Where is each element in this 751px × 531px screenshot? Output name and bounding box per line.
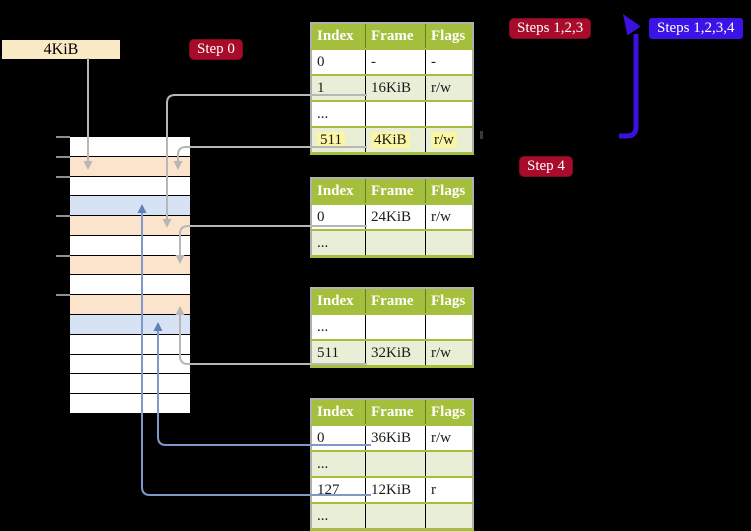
- table-cell: ...: [311, 450, 366, 477]
- steps-123-badge: Steps 1,2,3: [509, 18, 592, 39]
- memory-frame-row-10-white: [70, 334, 190, 355]
- memory-frame-row-12-white: [70, 374, 190, 395]
- table-cell: r/w: [425, 126, 473, 155]
- memory-frame-row-8-peach: [70, 295, 190, 316]
- table-cell: 127: [311, 476, 366, 503]
- table-cell: [425, 229, 473, 258]
- column-header-index: Index: [311, 178, 366, 204]
- page-table-3: Index Frame Flags... 511 32KiB r/w: [310, 287, 474, 368]
- memory-frame-row-3-blue: [70, 196, 190, 217]
- table-cell: 24KiB: [365, 203, 426, 230]
- frame-size-label: 4KiB: [2, 40, 120, 59]
- table-cell: [365, 100, 426, 127]
- page-table-4-row-2: 127 12KiB r: [311, 476, 473, 503]
- table-cell: ...: [311, 100, 366, 127]
- page-table-2-row-1: ...: [311, 229, 473, 258]
- memory-tick: [56, 176, 70, 178]
- memory-frame-row-6-peach: [70, 255, 190, 276]
- column-header-index: Index: [311, 23, 366, 49]
- memory-frame-row-1-peach: [70, 156, 190, 177]
- step-0-badge: Step 0: [189, 39, 243, 60]
- memory-tick: [56, 215, 70, 217]
- memory-frame-row-9-blue: [70, 315, 190, 335]
- table-cell: [365, 313, 426, 340]
- column-header-frame: Frame: [365, 399, 426, 425]
- table-cell: r/w: [425, 74, 473, 101]
- step-4-badge: Step 4: [519, 156, 573, 177]
- column-header-flags: Flags: [425, 23, 473, 49]
- highlighted-value: 511: [317, 132, 345, 148]
- page-table-1-row-2: ...: [311, 100, 473, 127]
- table-cell: 32KiB: [365, 339, 426, 368]
- page-table-4: Index Frame Flags 0 36KiB r/w... 127 12KiB r...: [310, 398, 474, 531]
- memory-frame-row-11-white: [70, 354, 190, 375]
- page-table-4-row-1: ...: [311, 450, 473, 477]
- table-cell: r: [425, 476, 473, 503]
- table-cell: 1: [311, 74, 366, 101]
- page-table-1-row-1: 1 16KiB r/w: [311, 74, 473, 101]
- dash-at-pt1-row511: [480, 131, 483, 139]
- page-table-1: Index Frame Flags 0- -1 16KiB r/w... 511 4KiB r/w: [310, 22, 474, 155]
- page-table-1-row-3: 511 4KiB r/w: [311, 126, 473, 155]
- table-cell: -: [365, 48, 426, 75]
- memory-tick: [56, 136, 70, 138]
- table-cell: [365, 229, 426, 258]
- table-cell: -: [425, 48, 473, 75]
- table-cell: 16KiB: [365, 74, 426, 101]
- column-header-index: Index: [311, 399, 366, 425]
- page-table-3-row-1: 511 32KiB r/w: [311, 339, 473, 368]
- page-table-2-row-0: 0 24KiB r/w: [311, 203, 473, 230]
- column-header-flags: Flags: [425, 399, 473, 425]
- column-header-frame: Frame: [365, 23, 426, 49]
- table-cell: [425, 502, 473, 531]
- table-cell: [425, 313, 473, 340]
- memory-strip: [70, 137, 190, 414]
- table-cell: ...: [311, 502, 366, 531]
- memory-tick: [56, 156, 70, 158]
- table-cell: 511: [311, 126, 366, 155]
- table-cell: ...: [311, 229, 366, 258]
- memory-frame-row-13-white: [70, 394, 190, 414]
- column-header-frame: Frame: [365, 288, 426, 314]
- table-cell: [365, 502, 426, 531]
- table-cell: r/w: [425, 424, 473, 451]
- table-cell: ...: [311, 313, 366, 340]
- table-cell: [425, 100, 473, 127]
- table-cell: 36KiB: [365, 424, 426, 451]
- page-table-3-row-0: ...: [311, 313, 473, 340]
- table-cell: 511: [311, 339, 366, 368]
- table-cell: [365, 450, 426, 477]
- table-cell: 4KiB: [365, 126, 426, 155]
- memory-frame-row-0-white: [70, 137, 190, 157]
- arrow-loop-back-up: [619, 14, 641, 139]
- page-table-1-row-0: 0--: [311, 48, 473, 75]
- table-cell: 0: [311, 48, 366, 75]
- table-cell: 0: [311, 424, 366, 451]
- column-header-frame: Frame: [365, 178, 426, 204]
- column-header-flags: Flags: [425, 178, 473, 204]
- table-cell: [425, 450, 473, 477]
- page-table-4-row-3: ...: [311, 502, 473, 531]
- memory-tick: [56, 255, 70, 257]
- table-cell: 12KiB: [365, 476, 426, 503]
- highlighted-value: 4KiB: [371, 132, 410, 148]
- column-header-index: Index: [311, 288, 366, 314]
- column-header-flags: Flags: [425, 288, 473, 314]
- page-table-4-row-0: 0 36KiB r/w: [311, 424, 473, 451]
- memory-frame-row-7-white: [70, 275, 190, 296]
- highlighted-value: r/w: [431, 132, 457, 148]
- table-cell: r/w: [425, 339, 473, 368]
- memory-tick: [56, 294, 70, 296]
- table-cell: r/w: [425, 203, 473, 230]
- table-cell: 0: [311, 203, 366, 230]
- steps-1234-badge: Steps 1,2,3,4: [649, 18, 743, 39]
- page-table-2: Index Frame Flags 0 24KiB r/w...: [310, 177, 474, 258]
- memory-frame-row-2-white: [70, 176, 190, 197]
- memory-frame-row-4-peach: [70, 216, 190, 236]
- memory-frame-row-5-white: [70, 235, 190, 256]
